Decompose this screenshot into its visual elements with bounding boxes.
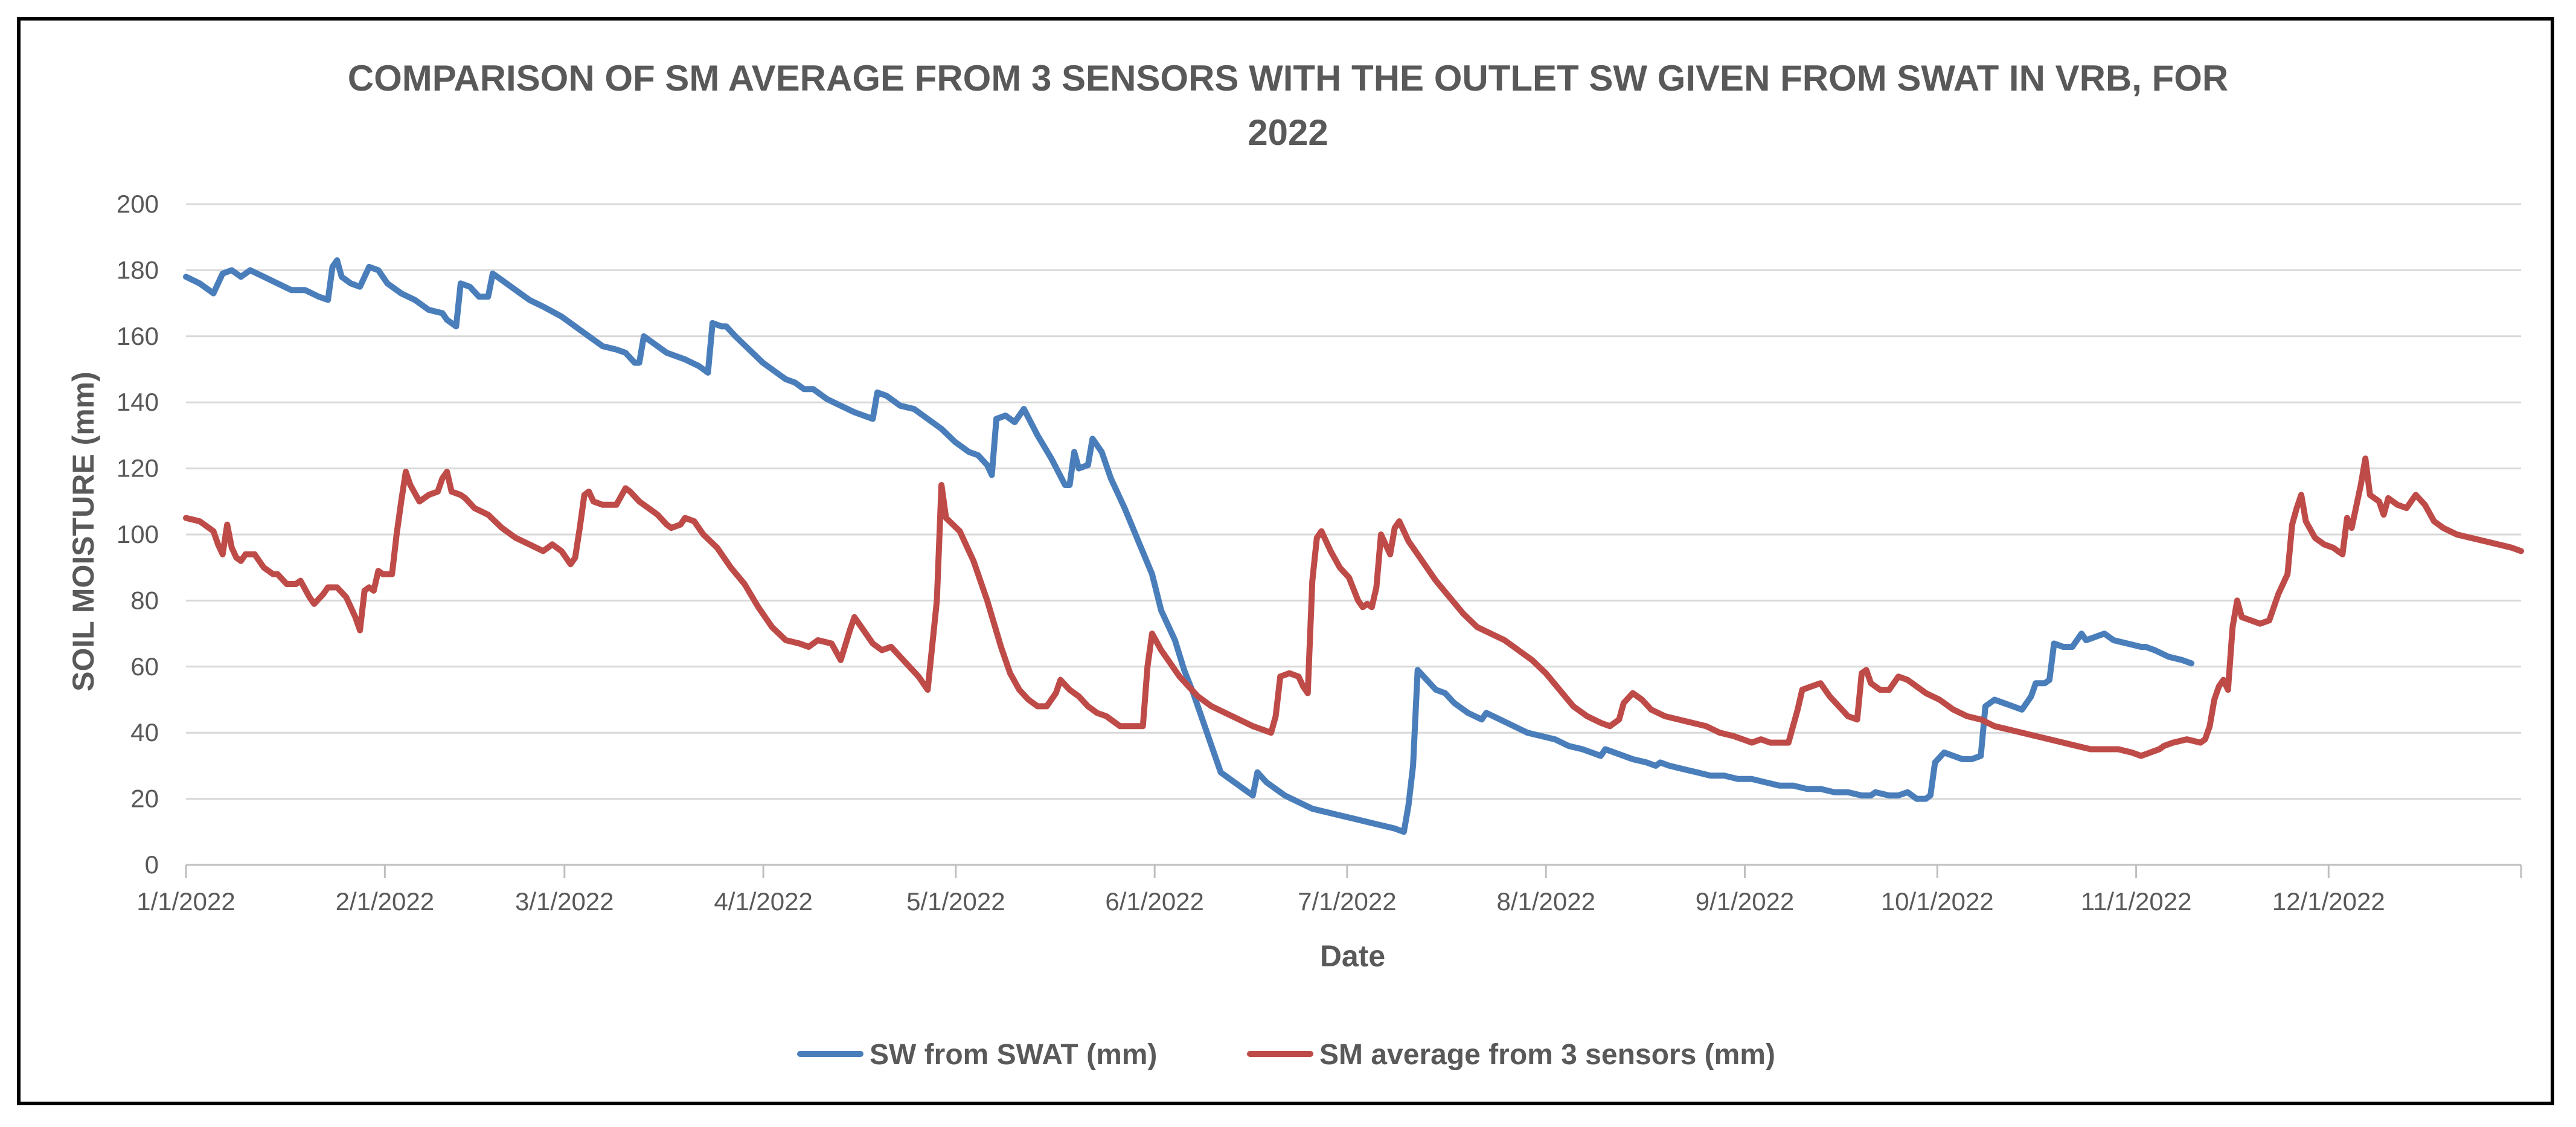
chart-frame xyxy=(17,17,2554,1105)
y-tick-label: 160 xyxy=(117,322,159,350)
y-axis-ticks: 0 20 40 60 80 100 120 140 160 180 200 xyxy=(117,190,159,879)
x-tick-label: 9/1/2022 xyxy=(1696,887,1795,916)
chart-title-line-1: COMPARISON OF SM AVERAGE FROM 3 SENSORS … xyxy=(348,58,2229,98)
x-tick-label: 1/1/2022 xyxy=(136,887,235,916)
y-axis-title: SOIL MOISTURE (mm) xyxy=(66,371,100,692)
x-tick-label: 12/1/2022 xyxy=(2272,887,2385,916)
series-line-sm-sensors xyxy=(183,455,2524,759)
x-axis-title: Date xyxy=(1320,939,1385,973)
x-tick-label: 8/1/2022 xyxy=(1496,887,1595,916)
y-tick-label: 40 xyxy=(130,718,159,747)
legend: SW from SWAT (mm) SM average from 3 sens… xyxy=(797,1039,1775,1071)
x-tick-label: 4/1/2022 xyxy=(714,887,813,916)
chart-title: COMPARISON OF SM AVERAGE FROM 3 SENSORS … xyxy=(348,58,2229,153)
y-tick-label: 60 xyxy=(130,652,159,681)
y-tick-label: 200 xyxy=(117,190,159,218)
y-tick-label: 140 xyxy=(117,388,159,416)
y-tick-label: 180 xyxy=(117,255,159,284)
legend-label-sw-swat: SW from SWAT (mm) xyxy=(870,1039,1157,1071)
x-tick-label: 10/1/2022 xyxy=(1881,887,1994,916)
x-tick-label: 3/1/2022 xyxy=(515,887,614,916)
chart-title-line-2: 2022 xyxy=(1248,112,1328,153)
y-tick-label: 0 xyxy=(145,850,159,879)
legend-label-sm-sensors: SM average from 3 sensors (mm) xyxy=(1319,1039,1775,1071)
x-tick-label: 2/1/2022 xyxy=(336,887,435,916)
y-tick-label: 120 xyxy=(117,454,159,483)
x-axis-ticks: 1/1/2022 2/1/2022 3/1/2022 4/1/2022 5/1/2022… xyxy=(136,865,2522,916)
x-tick-label: 11/1/2022 xyxy=(2081,887,2192,916)
y-tick-label: 100 xyxy=(117,520,159,548)
y-tick-label: 20 xyxy=(130,785,159,813)
x-tick-label: 5/1/2022 xyxy=(906,887,1005,916)
y-tick-label: 80 xyxy=(130,586,159,614)
x-tick-label: 6/1/2022 xyxy=(1105,887,1204,916)
series-line-sw-swat xyxy=(183,257,2195,835)
x-tick-label: 7/1/2022 xyxy=(1298,887,1397,916)
series-lines xyxy=(183,257,2524,835)
gridlines xyxy=(186,203,2521,800)
